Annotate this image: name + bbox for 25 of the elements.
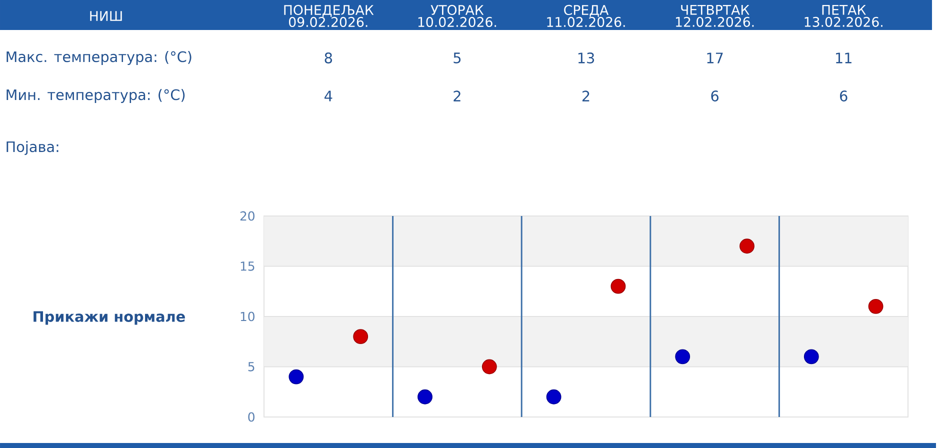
y-tick-label: 10 [240, 312, 254, 322]
data-label: 2 [454, 90, 460, 102]
y-tick-label: 5 [248, 362, 254, 372]
data-label: 6 [711, 90, 718, 102]
text: Макс. температура: (°C) [6, 51, 192, 65]
text: Прикажи нормале [34, 311, 185, 325]
text: Појава: [6, 141, 58, 155]
text: ЧЕТВРТАК 12.02.2026. [676, 5, 754, 27]
text: ПОНЕДЕЉАК 09.02.2026. [284, 4, 374, 28]
data-label: 5 [454, 52, 461, 64]
text: УТОРАК 10.02.2026. [418, 4, 496, 28]
y-tick-label: 20 [240, 211, 254, 221]
text: НИШ [90, 11, 122, 21]
text: Мин. температура: (°C) [6, 89, 185, 103]
text: ПЕТАК 13.02.2026. [804, 5, 882, 27]
data-label: 6 [840, 90, 848, 102]
data-label: 8 [324, 52, 332, 64]
data-label: 2 [582, 90, 590, 102]
data-label: 17 [707, 52, 723, 64]
y-tick-label: 15 [240, 262, 254, 271]
text: СРЕДА 11.02.2026. [547, 4, 625, 28]
y-tick-label: 0 [248, 412, 254, 422]
data-label: 11 [836, 52, 852, 64]
data-label: 13 [578, 52, 594, 64]
data-label: 4 [324, 90, 332, 102]
